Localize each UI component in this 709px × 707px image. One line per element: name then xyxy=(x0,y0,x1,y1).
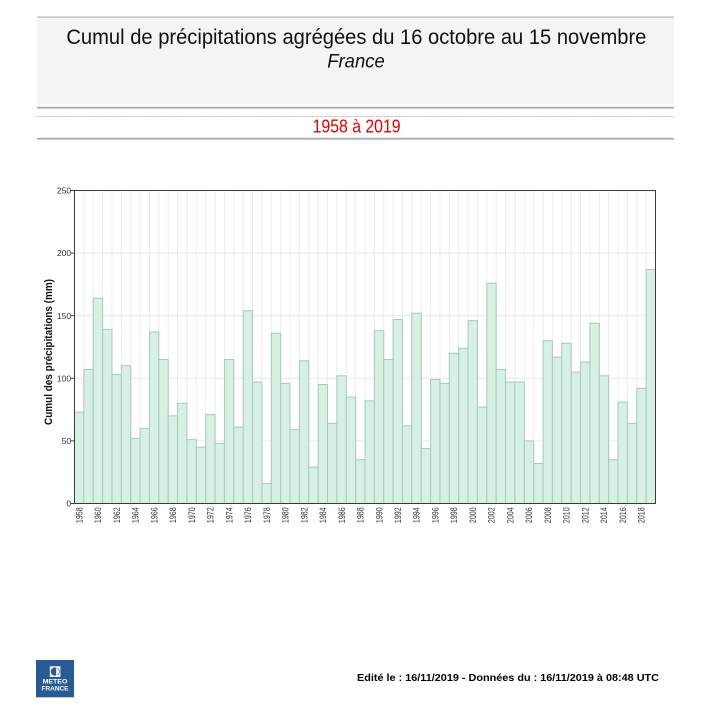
svg-text:1962: 1962 xyxy=(112,507,122,523)
svg-text:France: France xyxy=(327,52,385,73)
svg-text:150: 150 xyxy=(57,311,72,321)
svg-text:100: 100 xyxy=(57,373,72,383)
svg-text:Cumul des précipitations (mm): Cumul des précipitations (mm) xyxy=(43,279,55,425)
svg-text:Edité le : 16/11/2019 - Donnée: Edité le : 16/11/2019 - Données du : 16/… xyxy=(357,672,659,684)
svg-text:1978: 1978 xyxy=(262,507,272,523)
svg-text:200: 200 xyxy=(57,248,72,258)
svg-text:1982: 1982 xyxy=(299,507,309,523)
svg-text:50: 50 xyxy=(62,436,72,446)
svg-text:1988: 1988 xyxy=(356,507,366,523)
svg-text:1990: 1990 xyxy=(374,507,384,523)
svg-text:1986: 1986 xyxy=(337,507,347,523)
svg-text:2006: 2006 xyxy=(524,507,534,523)
svg-text:2002: 2002 xyxy=(487,507,497,523)
svg-text:2014: 2014 xyxy=(599,507,609,523)
svg-text:1972: 1972 xyxy=(206,507,216,523)
svg-text:1984: 1984 xyxy=(318,507,328,523)
svg-text:1958: 1958 xyxy=(74,507,84,523)
svg-text:2016: 2016 xyxy=(618,507,628,523)
svg-text:0: 0 xyxy=(66,499,71,509)
svg-text:1980: 1980 xyxy=(281,507,291,523)
svg-text:1960: 1960 xyxy=(93,507,103,523)
svg-text:1998: 1998 xyxy=(449,507,459,523)
svg-text:1970: 1970 xyxy=(187,507,197,523)
svg-text:2012: 2012 xyxy=(580,507,590,523)
svg-text:1994: 1994 xyxy=(412,507,422,523)
svg-text:2018: 2018 xyxy=(637,507,647,523)
svg-text:Cumul de précipitations agrégé: Cumul de précipitations agrégées du 16 o… xyxy=(66,25,646,49)
svg-text:1968: 1968 xyxy=(168,507,178,523)
svg-text:1958 à 2019: 1958 à 2019 xyxy=(313,117,401,137)
svg-text:2000: 2000 xyxy=(468,507,478,523)
svg-text:1964: 1964 xyxy=(131,507,141,523)
svg-text:1976: 1976 xyxy=(243,507,253,523)
svg-text:1992: 1992 xyxy=(393,507,403,523)
svg-text:2008: 2008 xyxy=(543,507,553,523)
svg-text:2004: 2004 xyxy=(505,507,515,523)
svg-text:METEO: METEO xyxy=(43,679,68,686)
svg-text:FRANCE: FRANCE xyxy=(42,686,69,693)
svg-text:250: 250 xyxy=(57,186,72,196)
svg-text:1966: 1966 xyxy=(149,507,159,523)
svg-text:1996: 1996 xyxy=(430,507,440,523)
svg-text:1974: 1974 xyxy=(224,507,234,523)
svg-text:2010: 2010 xyxy=(562,507,572,523)
